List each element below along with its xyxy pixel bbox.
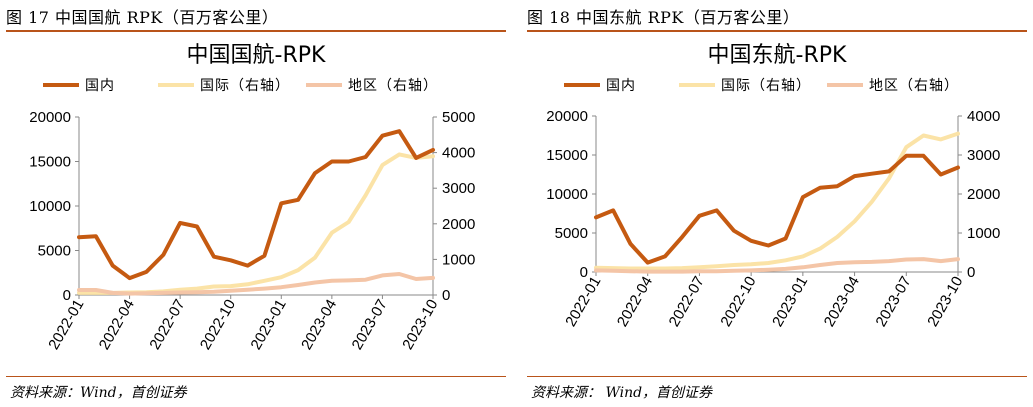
left-axis-tick-label: 15000 <box>29 154 71 171</box>
chart-title: 中国东航-RPK <box>708 43 847 68</box>
x-axis-tick-label: 2023-10 <box>924 274 966 330</box>
legend-label: 地区（右轴） <box>348 78 438 94</box>
legend-label: 国内 <box>85 78 115 94</box>
x-axis-tick-label: 2022-07 <box>666 274 708 330</box>
right-axis-tick-label: 1000 <box>967 225 1000 242</box>
right-axis-tick-label: 4000 <box>967 108 1000 125</box>
figure-panel-18: 图 18 中国东航 RPK（百万客公里） 中国东航-RPK 国内 国际（右轴） 地区（… <box>527 0 1033 407</box>
series-line-domestic <box>594 153 960 265</box>
left-axis-tick-label: 5000 <box>555 225 588 242</box>
right-axis-tick-label: 0 <box>967 264 975 281</box>
chart-title: 中国国航-RPK <box>187 43 326 68</box>
x-axis-tick-label: 2023-01 <box>769 274 811 330</box>
series-line-regional <box>77 272 435 296</box>
legend: 国内 国际（右轴） 地区（右轴） <box>43 78 438 94</box>
x-axis-tick-label: 2022-01 <box>562 274 604 330</box>
x-axis-tick-label: 2022-01 <box>45 297 87 353</box>
right-axis-tick-label: 1000 <box>442 251 475 268</box>
right-axis-tick-label: 3000 <box>967 147 1000 164</box>
caption-rule <box>527 30 1027 32</box>
left-axis-tick-label: 20000 <box>546 108 588 125</box>
x-axis-tick-label: 2023-10 <box>399 297 441 353</box>
series-line-domestic <box>77 129 435 281</box>
legend-label: 国内 <box>606 78 636 94</box>
x-axis-tick-label: 2023-04 <box>821 274 863 330</box>
right-axis-tick-label: 2000 <box>967 186 1000 203</box>
x-axis-tick-label: 2022-04 <box>96 297 138 353</box>
source-rule <box>527 376 1027 377</box>
left-axis-tick-label: 15000 <box>546 147 588 164</box>
series-line-international <box>77 152 435 295</box>
legend-label: 国际（右轴） <box>721 78 811 94</box>
right-axis-tick-label: 0 <box>442 287 450 304</box>
caption-rule <box>6 30 506 32</box>
series-line-regional <box>594 257 960 274</box>
x-axis-tick-label: 2022-10 <box>197 297 239 353</box>
source-rule <box>6 376 506 377</box>
right-axis-tick-label: 2000 <box>442 216 475 233</box>
right-axis-tick-label: 5000 <box>442 109 475 126</box>
right-axis-tick-label: 4000 <box>442 145 475 162</box>
x-axis-tick-label: 2023-04 <box>298 297 340 353</box>
legend-label: 地区（右轴） <box>869 78 959 94</box>
left-axis-tick-label: 10000 <box>29 198 71 215</box>
left-axis-tick-label: 10000 <box>546 186 588 203</box>
left-axis-tick-label: 0 <box>63 287 71 304</box>
legend: 国内 国际（右轴） 地区（右轴） <box>564 78 959 94</box>
figure-panel-17: 图 17 中国国航 RPK（百万客公里） 中国国航-RPK 国内 国际（右轴） 地区（… <box>6 0 514 407</box>
left-axis-tick-label: 20000 <box>29 109 71 126</box>
legend-label: 国际（右轴） <box>200 78 290 94</box>
x-axis-tick-label: 2022-04 <box>614 274 656 330</box>
x-axis-tick-label: 2023-07 <box>872 274 914 330</box>
source-note: 资料来源： Wind，首创证券 <box>531 385 713 401</box>
left-axis-tick-label: 5000 <box>38 243 71 260</box>
figure-caption: 图 18 中国东航 RPK（百万客公里） <box>527 8 800 27</box>
right-axis-tick-label: 3000 <box>442 180 475 197</box>
figure-caption: 图 17 中国国航 RPK（百万客公里） <box>6 8 279 27</box>
source-note: 资料来源：Wind，首创证券 <box>10 385 187 401</box>
x-axis-tick-label: 2023-07 <box>349 297 391 353</box>
left-axis-tick-label: 0 <box>580 264 588 281</box>
x-axis-tick-label: 2022-10 <box>717 274 759 330</box>
series-line-international <box>594 131 960 271</box>
x-axis-tick-label: 2022-07 <box>146 297 188 353</box>
x-axis-tick-label: 2023-01 <box>247 297 289 353</box>
